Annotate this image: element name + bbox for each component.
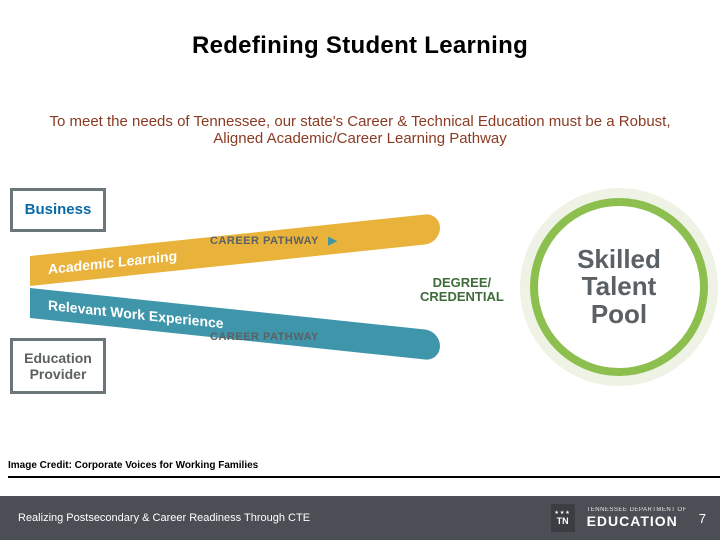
degree-line2: CREDENTIAL [420,290,504,304]
image-credit: Image Credit: Corporate Voices for Worki… [8,460,258,471]
degree-credential-label: DEGREE/ CREDENTIAL [420,276,504,305]
skilled-talent-pool-circle: Skilled Talent Pool [530,198,708,376]
tn-state-icon: ★★★ TN [551,504,575,532]
triangle-right-icon: ▶ [328,234,337,247]
circle-line2: Talent [577,273,661,300]
career-pathway-bottom: CAREER PATHWAY ▶ [210,330,337,343]
footer-bar: Realizing Postsecondary & Career Readine… [0,496,720,540]
slide-title: Redefining Student Learning [0,32,720,60]
band-academic-label: Academic Learning [30,248,177,279]
footer-left-text: Realizing Postsecondary & Career Readine… [18,512,310,524]
circle-line1: Skilled [577,246,661,273]
tn-letters: TN [557,516,569,526]
business-box-label: Business [25,201,92,218]
image-credit-rule [8,476,720,478]
education-provider-box-label: Education Provider [13,350,103,382]
business-box: Business [10,188,106,232]
logo-main-text: EDUCATION [587,513,678,529]
career-pathway-top-label: CAREER PATHWAY [210,235,319,247]
slide: Redefining Student Learning To meet the … [0,0,720,540]
logo-small-text: TENNESSEE DEPARTMENT OF [587,507,687,513]
circle-line3: Pool [577,301,661,328]
triangle-right-icon: ▶ [328,330,337,343]
footer-right: ★★★ TN TENNESSEE DEPARTMENT OF EDUCATION… [551,504,706,532]
band-work-label: Relevant Work Experience [30,295,224,331]
degree-line1: DEGREE/ [420,276,504,290]
career-pathway-top: CAREER PATHWAY ▶ [210,234,337,247]
page-number: 7 [699,511,706,526]
education-provider-box: Education Provider [10,338,106,394]
career-pathway-bottom-label: CAREER PATHWAY [210,331,319,343]
education-logo: TENNESSEE DEPARTMENT OF EDUCATION [587,507,687,529]
slide-subtitle: To meet the needs of Tennessee, our stat… [40,113,680,147]
pathway-diagram: Academic Learning Relevant Work Experien… [0,180,720,400]
